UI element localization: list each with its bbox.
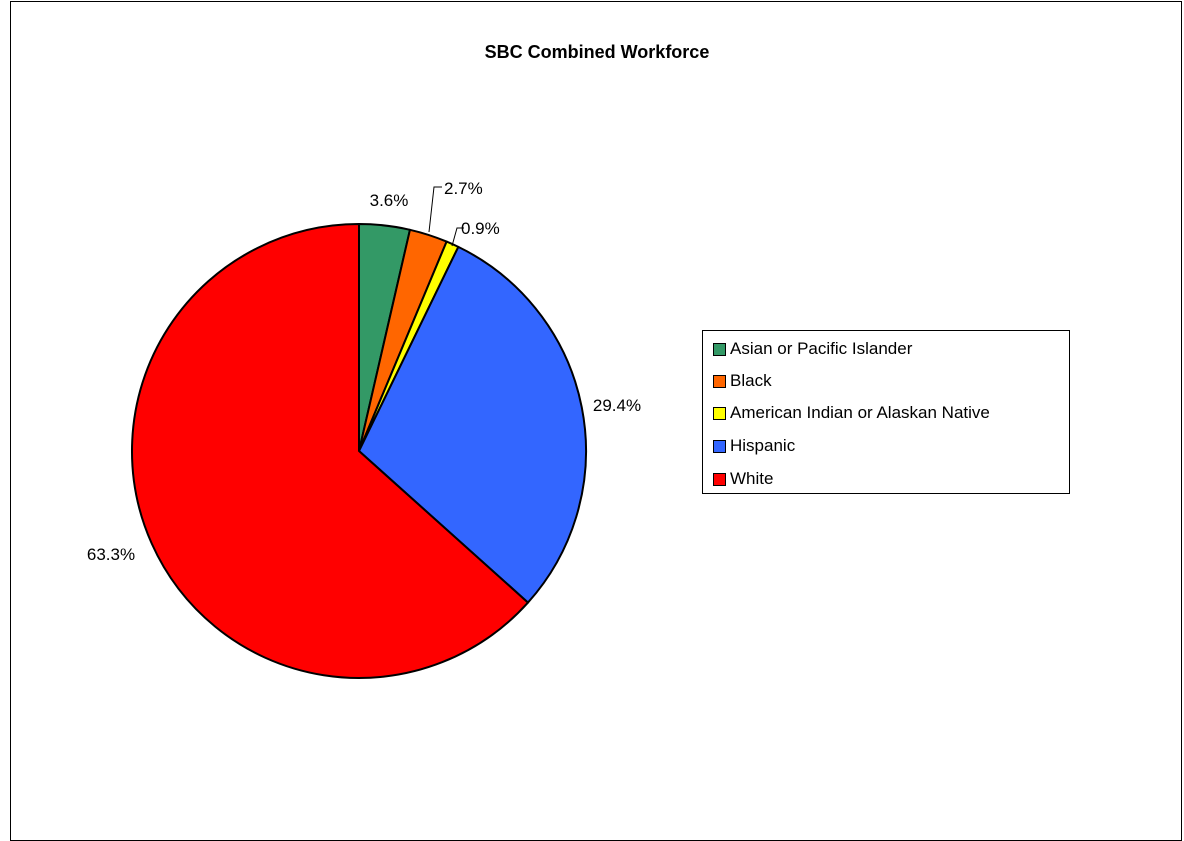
- legend-item-american-indian-or-alaskan-native: American Indian or Alaskan Native: [713, 402, 990, 424]
- legend-label-black: Black: [730, 371, 772, 390]
- chart-title: SBC Combined Workforce: [484, 42, 710, 62]
- legend-swatch-asian-or-pacific-islander: [713, 342, 726, 356]
- legend-item-white: White: [713, 468, 773, 490]
- pie-slice-white: [131, 223, 529, 679]
- legend-swatch-hispanic: [713, 439, 726, 453]
- pie-slices: [131, 223, 587, 679]
- pie-slice-hispanic: [358, 245, 587, 604]
- data-label-hispanic: 29.4%: [593, 396, 641, 415]
- legend-swatch-white: [713, 472, 726, 486]
- legend-label-hispanic: Hispanic: [730, 436, 796, 455]
- data-label-white: 63.3%: [87, 545, 135, 564]
- legend-swatch-american-indian-or-alaskan-native: [713, 406, 726, 420]
- data-label-black: 2.7%: [444, 179, 483, 198]
- legend-label-asian-or-pacific-islander: Asian or Pacific Islander: [730, 339, 913, 358]
- leader-line-american-indian-or-alaskan-native: [451, 227, 464, 247]
- legend-label-american-indian-or-alaskan-native: American Indian or Alaskan Native: [730, 403, 990, 422]
- pie-leader-lines: [428, 186, 464, 247]
- leader-line-black: [428, 186, 442, 233]
- legend-item-asian-or-pacific-islander: Asian or Pacific Islander: [713, 338, 912, 360]
- legend-label-white: White: [730, 469, 774, 488]
- data-label-american-indian-or-alaskan-native: 0.9%: [461, 219, 500, 238]
- legend-swatch-black: [713, 374, 726, 388]
- chart-legend: Asian or Pacific Islander Black American…: [702, 330, 1070, 494]
- data-label-asian-or-pacific-islander: 3.6%: [370, 191, 409, 210]
- pie-data-labels: 3.6% 2.7% 0.9% 29.4% 63.3%: [87, 179, 641, 564]
- legend-item-black: Black: [713, 370, 772, 392]
- legend-item-hispanic: Hispanic: [713, 435, 795, 457]
